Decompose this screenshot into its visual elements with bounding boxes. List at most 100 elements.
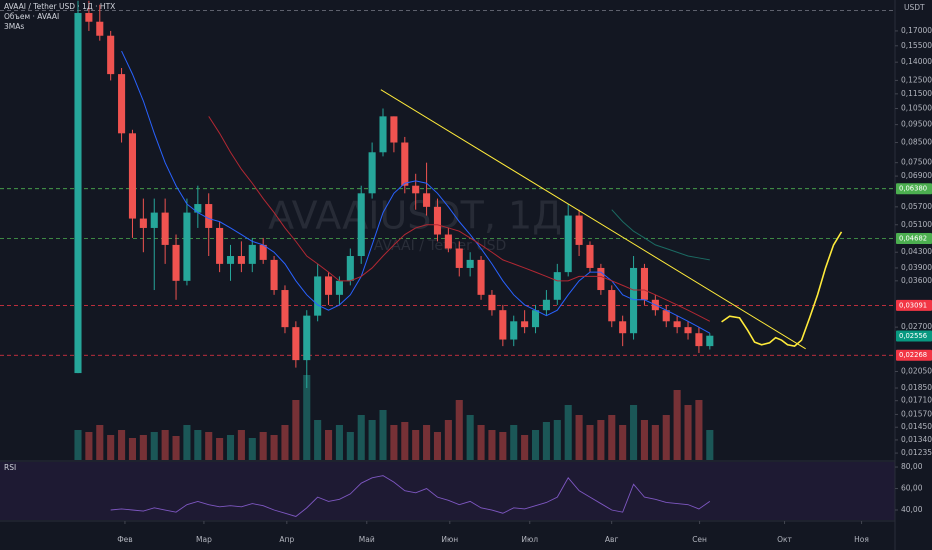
candle-body (531, 310, 540, 328)
y-tick-label: 0,09500 (901, 120, 932, 129)
volume-line: Объем · AVAAI (4, 12, 59, 21)
volume-bar (248, 438, 256, 460)
volume-bar (499, 432, 507, 460)
candle-body (433, 206, 442, 235)
volume-bar (630, 405, 638, 460)
volume-bar (673, 390, 681, 460)
volume-bar (379, 410, 387, 460)
y-tick-label: 0,01850 (901, 383, 932, 392)
rsi-title: RSI (4, 463, 16, 472)
candle-body (216, 227, 224, 264)
candle-body (161, 212, 169, 245)
candle-body (226, 256, 235, 264)
volume-bar (684, 405, 692, 460)
candle-body (379, 116, 387, 153)
level-label: 0,02268 (899, 351, 927, 359)
candle-body (423, 193, 431, 207)
volume-bar (542, 422, 550, 460)
y-tick-label: 0,02050 (901, 366, 932, 375)
volume-bar (314, 420, 322, 460)
x-tick-label: Окт (777, 535, 792, 544)
candle-body (85, 13, 93, 22)
rsi-pane (0, 462, 895, 520)
volume-bar (325, 430, 333, 460)
candle-body (74, 13, 82, 374)
y-tick-label: 0,12500 (901, 75, 932, 84)
volume-bar (281, 425, 289, 460)
volume-bar (150, 432, 158, 460)
candle-body (673, 321, 681, 328)
y-tick-label: 0,01710 (901, 396, 932, 405)
volume-bar (608, 415, 616, 460)
volume-bar (335, 425, 343, 460)
x-tick-label: Май (359, 535, 375, 544)
volume-bar (695, 400, 703, 460)
y-tick-label: 0,01450 (901, 422, 932, 431)
volume-bar (521, 435, 529, 460)
level-label: 0,04682 (899, 235, 927, 243)
x-tick-label: Мар (196, 535, 212, 544)
candle-body (139, 218, 147, 228)
watermark-symbol: AVAAIUSDT, 1Д (268, 194, 562, 238)
volume-bar (74, 430, 82, 460)
volume-bar (466, 415, 474, 460)
y-tick-label: 0,05700 (901, 202, 932, 211)
y-tick-label: 0,03900 (901, 263, 932, 272)
y-tick-label: 0,01340 (901, 435, 932, 444)
volume-bar (651, 425, 659, 460)
candle-body (542, 299, 550, 311)
candle-body (96, 21, 104, 36)
volume-bar (619, 425, 627, 460)
candle-body (172, 244, 180, 281)
candle-body (314, 276, 322, 316)
last-price-box (896, 330, 932, 342)
volume-bar (216, 438, 224, 460)
volume-bar (488, 430, 496, 460)
x-tick-label: Авг (605, 535, 619, 544)
candle-body (270, 259, 278, 291)
volume-bar (368, 420, 376, 460)
candle-body (128, 133, 137, 219)
y-tick-label: 0,04300 (901, 247, 932, 256)
candle-body (194, 204, 202, 213)
volume-bar (401, 422, 409, 460)
level-label: 0,06380 (899, 185, 927, 193)
x-tick-label: Ноя (854, 535, 869, 544)
candle-body (575, 215, 583, 245)
volume-bar (237, 430, 245, 460)
rsi-tick-label: 80,00 (901, 462, 923, 471)
volume-bar (597, 420, 605, 460)
volume-bar (259, 432, 267, 460)
moving-average (611, 209, 710, 261)
y-tick-label: 0,01235 (901, 448, 932, 457)
volume-bar (270, 435, 278, 460)
y-tick-label: 0,15500 (901, 41, 932, 50)
volume-bar (390, 425, 398, 460)
y-tick-label: 0,17000 (901, 26, 932, 35)
volume-bar (85, 432, 93, 460)
y-tick-label: 0,01570 (901, 409, 932, 418)
candle-body (346, 256, 354, 281)
candle-body (706, 335, 714, 347)
volume-bar (477, 425, 485, 460)
x-tick-label: Фев (117, 535, 133, 544)
volume-bar (205, 432, 213, 460)
rsi-line (110, 475, 711, 517)
volume-bar (128, 438, 137, 460)
candle-body (488, 294, 496, 311)
candle-body (401, 142, 409, 186)
candle-body (640, 267, 648, 300)
candle-body (281, 290, 289, 328)
candle-body (118, 74, 126, 134)
volume-bar (172, 436, 180, 460)
candle-body (444, 234, 452, 249)
volume-bar (640, 420, 648, 460)
volume-bar (531, 430, 540, 460)
y-tick-label: 0,10500 (901, 103, 932, 112)
volume-bar (139, 435, 147, 460)
volume-bar (423, 425, 431, 460)
volume-bar (412, 430, 420, 460)
candle-body (695, 333, 703, 347)
y-tick-label: 0,14000 (901, 57, 932, 66)
